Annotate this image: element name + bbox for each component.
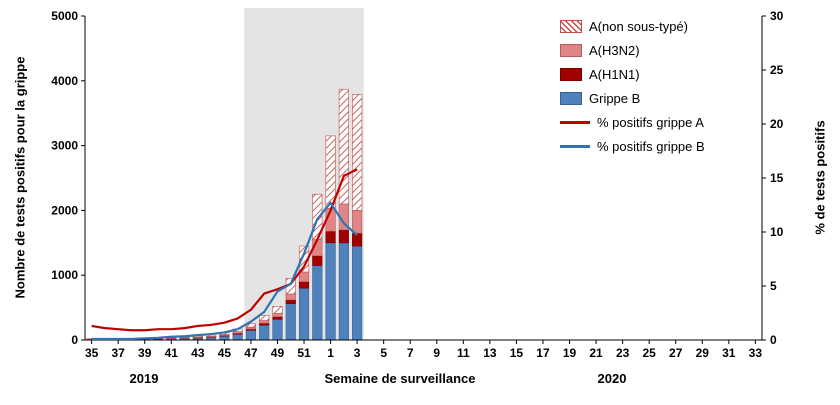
legend-label: A(non sous-typé) bbox=[589, 18, 688, 34]
pink-swatch bbox=[560, 43, 582, 57]
x-axis-title: Semaine de surveillance bbox=[324, 371, 476, 386]
x-tick-label: 49 bbox=[271, 346, 285, 360]
bar-segment bbox=[272, 318, 283, 341]
y-axis-title-left: Nombre de tests positifs pour la grippe bbox=[12, 56, 28, 299]
x-tick-label: 27 bbox=[669, 346, 683, 360]
bar-segment bbox=[272, 313, 283, 317]
bar-segment bbox=[325, 242, 336, 341]
x-tick-label: 15 bbox=[510, 346, 524, 360]
x-tick-label: 41 bbox=[165, 346, 179, 360]
bar-segment bbox=[272, 306, 283, 314]
bar-segment bbox=[259, 315, 270, 321]
x-tick-label: 3 bbox=[354, 346, 361, 360]
y-left-tick-label: 0 bbox=[71, 333, 78, 347]
bar-segment bbox=[325, 135, 336, 209]
bar-segment bbox=[338, 88, 349, 205]
bar-segment bbox=[272, 316, 283, 320]
line-% positifs grippe A bbox=[91, 168, 358, 332]
bar-segment bbox=[285, 303, 296, 341]
legend-label: % positifs grippe B bbox=[597, 138, 705, 154]
y-right-tick-label: 25 bbox=[770, 63, 784, 77]
red-line-swatch bbox=[560, 120, 590, 124]
bar-segment bbox=[338, 242, 349, 341]
bar-segment bbox=[259, 320, 270, 324]
legend-item: % positifs grippe A bbox=[560, 110, 705, 134]
legend-item: % positifs grippe B bbox=[560, 134, 705, 158]
bar-segment bbox=[298, 287, 310, 341]
y-axis-title-right: % de tests positifs bbox=[812, 120, 828, 235]
legend-label: Grippe B bbox=[589, 90, 641, 106]
y-left-tick-label: 1000 bbox=[51, 268, 78, 282]
x-tick-label: 35 bbox=[85, 346, 99, 360]
bar-segment bbox=[259, 324, 270, 341]
y-right-tick-label: 10 bbox=[770, 225, 784, 239]
bar-segment bbox=[298, 281, 310, 289]
legend: A(non sous-typé) A(H3N2) A(H1N1) Grippe B % … bbox=[560, 14, 705, 158]
x-tick-label: 25 bbox=[642, 346, 656, 360]
year-label-2019: 2019 bbox=[129, 371, 159, 386]
bar-segment bbox=[325, 230, 336, 244]
x-tick-label: 7 bbox=[407, 346, 414, 360]
hatched-swatch bbox=[560, 19, 582, 33]
y-right-tick-label: 5 bbox=[770, 279, 777, 293]
y-left-tick-label: 2000 bbox=[51, 203, 78, 217]
y-left-tick-label: 3000 bbox=[51, 139, 78, 153]
x-tick-label: 43 bbox=[191, 346, 205, 360]
legend-label: % positifs grippe A bbox=[597, 114, 704, 130]
y-right-tick-label: 15 bbox=[770, 171, 784, 185]
legend-label: A(H1N1) bbox=[589, 66, 640, 82]
bar-segment bbox=[352, 210, 363, 234]
x-tick-label: 45 bbox=[218, 346, 232, 360]
legend-label: A(H3N2) bbox=[589, 42, 640, 58]
y-left-tick-label: 4000 bbox=[51, 74, 78, 88]
darkred-swatch bbox=[560, 67, 582, 81]
bar-segment bbox=[245, 329, 257, 341]
bar-segment bbox=[352, 94, 363, 211]
x-tick-label: 1 bbox=[327, 346, 334, 360]
legend-item: Grippe B bbox=[560, 86, 705, 110]
x-tick-label: 39 bbox=[138, 346, 152, 360]
bar-segment bbox=[285, 293, 296, 301]
y-right-tick-label: 0 bbox=[770, 333, 777, 347]
bar-segment bbox=[232, 333, 243, 341]
x-tick-label: 11 bbox=[457, 346, 470, 360]
legend-item: A(non sous-typé) bbox=[560, 14, 705, 38]
bar-segment bbox=[312, 265, 323, 341]
bar-segment bbox=[352, 245, 363, 341]
line-% positifs grippe B bbox=[91, 201, 358, 341]
x-tick-label: 31 bbox=[722, 346, 736, 360]
x-tick-label: 29 bbox=[696, 346, 710, 360]
y-right-tick-label: 30 bbox=[770, 9, 784, 23]
legend-item: A(H3N2) bbox=[560, 38, 705, 62]
x-tick-label: 21 bbox=[589, 346, 603, 360]
x-tick-label: 33 bbox=[749, 346, 763, 360]
legend-item: A(H1N1) bbox=[560, 62, 705, 86]
x-tick-label: 19 bbox=[563, 346, 577, 360]
y-left-tick-label: 5000 bbox=[51, 9, 78, 23]
blue-swatch bbox=[560, 91, 582, 105]
bar-segment bbox=[298, 271, 310, 282]
percent-lines bbox=[91, 168, 358, 341]
x-tick-label: 5 bbox=[380, 346, 387, 360]
x-tick-label: 17 bbox=[536, 346, 550, 360]
year-label-2020: 2020 bbox=[597, 371, 627, 386]
bar-segment bbox=[312, 255, 323, 266]
bar-segment bbox=[219, 335, 230, 341]
x-tick-label: 51 bbox=[297, 346, 311, 360]
bar-segment bbox=[285, 299, 296, 305]
x-tick-label: 13 bbox=[483, 346, 497, 360]
x-tick-label: 23 bbox=[616, 346, 630, 360]
x-tick-label: 47 bbox=[244, 346, 258, 360]
y-right-tick-label: 20 bbox=[770, 117, 784, 131]
bar-segment bbox=[338, 229, 349, 244]
x-tick-label: 9 bbox=[433, 346, 440, 360]
blue-line-swatch bbox=[560, 144, 590, 148]
x-tick-label: 37 bbox=[112, 346, 126, 360]
